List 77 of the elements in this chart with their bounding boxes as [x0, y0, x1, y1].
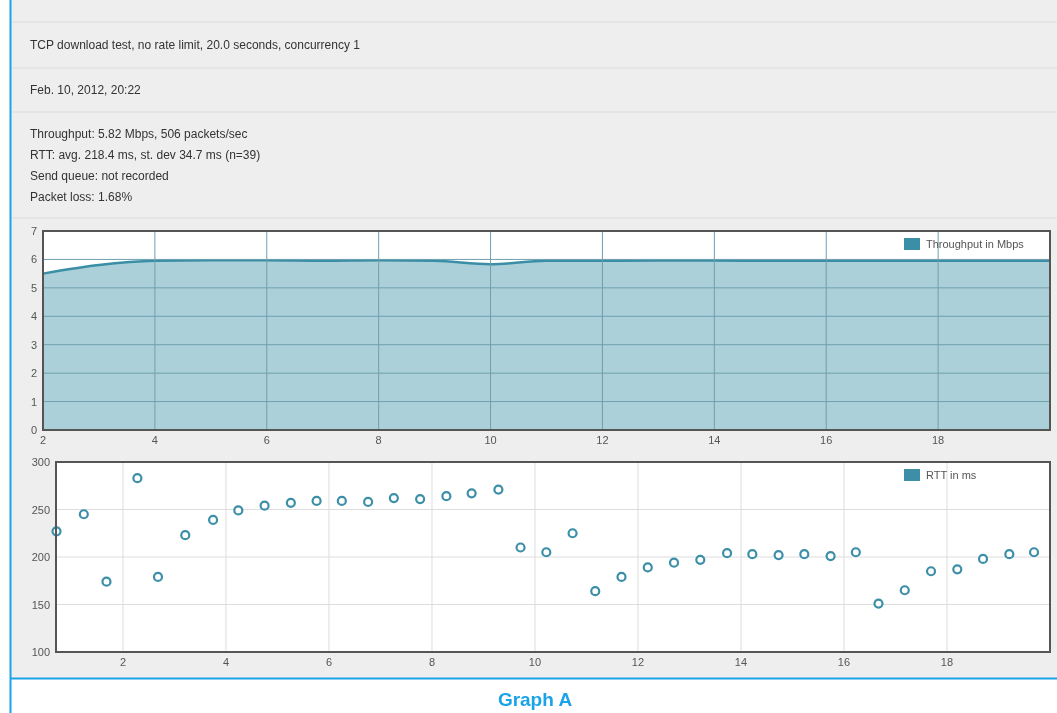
y-tick-label: 250: [31, 503, 50, 516]
point: [616, 571, 627, 583]
point: [925, 566, 937, 577]
x-tick-label: 4: [222, 656, 230, 668]
y-tick-label: 0: [30, 424, 37, 436]
y-tick-label: 2: [30, 367, 37, 380]
point: [441, 491, 452, 502]
chart-title: TCP download test, no rate limit, 20.0 seconds, concurrency 1: [30, 38, 361, 52]
x-tick-label: 4: [151, 434, 158, 446]
text: RTT: avg. 218.4 ms, st. dev 34.7 ms (n=39): [30, 148, 261, 162]
point: [1028, 547, 1040, 558]
point: [747, 549, 758, 560]
x-tick-label: 14: [734, 656, 748, 668]
x-tick-label: 12: [631, 656, 645, 668]
point: [1004, 549, 1015, 560]
y-tick-label: 200: [31, 551, 50, 563]
y-tick-label: 3: [30, 338, 37, 351]
point: [773, 550, 784, 561]
point: [642, 562, 653, 573]
y-tick-label: 1: [30, 395, 37, 408]
point: [873, 598, 884, 609]
y-tick-label: 100: [31, 646, 50, 658]
x-tick-label: 8: [375, 434, 382, 446]
point: [388, 493, 399, 504]
x-tick-label: 12: [596, 434, 609, 446]
point: [132, 473, 143, 484]
x-tick-label: 8: [428, 656, 436, 668]
point: [721, 548, 733, 559]
point: [567, 528, 578, 539]
point: [285, 497, 296, 508]
point: [207, 514, 219, 526]
y-tick-label: 7: [30, 225, 37, 237]
text: Throughput: 5.82 Mbps, 506 packets/sec: [30, 127, 248, 141]
point: [825, 550, 836, 562]
point: [415, 493, 426, 505]
point: [78, 509, 89, 520]
legend-label: Throughput in Mbps: [926, 238, 1025, 250]
point: [695, 554, 706, 565]
y-tick-label: 300: [31, 456, 50, 468]
y-tick-label: 4: [30, 310, 37, 323]
point: [363, 496, 374, 507]
point: [180, 530, 191, 541]
point: [977, 553, 989, 564]
x-tick-label: 2: [119, 656, 127, 668]
point: [259, 500, 270, 511]
text: Send queue: not recorded: [30, 169, 169, 183]
point: [233, 505, 244, 516]
x-tick-label: 16: [837, 656, 851, 668]
point: [152, 571, 164, 583]
point: [952, 564, 963, 575]
x-tick-label: 18: [940, 656, 954, 668]
point: [850, 547, 861, 558]
text: Packet loss: 1.68%: [30, 190, 133, 204]
point: [466, 488, 477, 499]
point: [541, 547, 552, 558]
point: [336, 495, 347, 507]
y-tick-label: 150: [31, 598, 50, 611]
point: [899, 585, 910, 596]
x-tick-label: 14: [708, 434, 721, 446]
x-tick-label: 6: [263, 434, 270, 446]
x-tick-label: 16: [820, 434, 833, 446]
chart-subtitle: Feb. 10, 2012, 20:22: [30, 83, 142, 97]
point: [590, 586, 601, 597]
x-tick-label: 10: [528, 656, 542, 668]
point: [668, 557, 680, 568]
point: [311, 495, 322, 507]
x-tick-label: 6: [325, 656, 333, 668]
point: [493, 484, 504, 495]
legend-label: RTT in ms: [926, 469, 977, 481]
point: [515, 542, 526, 553]
text: Graph A: [497, 689, 573, 710]
x-tick-label: 18: [931, 434, 945, 446]
y-tick-label: 6: [30, 253, 37, 266]
x-tick-label: 10: [484, 434, 497, 446]
point: [101, 576, 112, 587]
y-tick-label: 5: [30, 281, 37, 294]
point: [799, 549, 810, 560]
